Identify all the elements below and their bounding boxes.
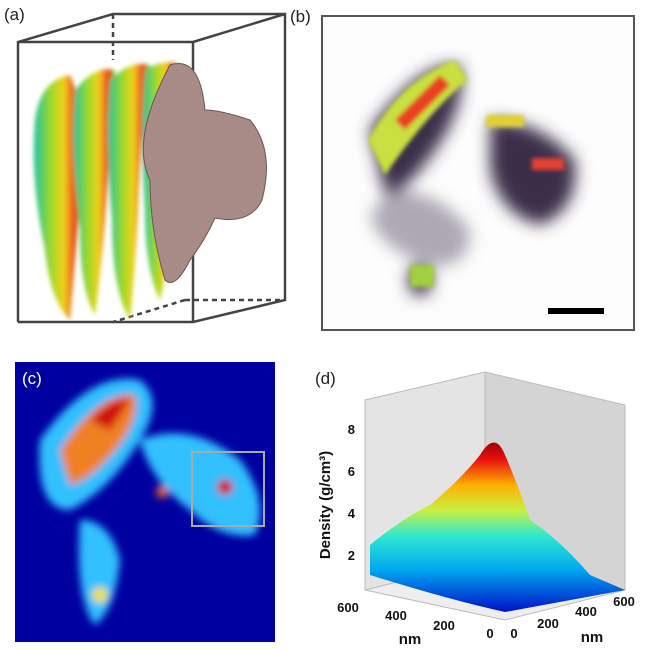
- x-tick-label: 0: [486, 626, 493, 641]
- y-tick-label: 600: [613, 594, 635, 609]
- y-tick-label: 400: [575, 604, 597, 619]
- panel-a: (a): [4, 5, 285, 322]
- x-tick-label: 200: [433, 618, 455, 633]
- panel-label: (d): [315, 369, 336, 388]
- x-tick-label: 600: [337, 600, 359, 615]
- z-tick-label: 8: [348, 422, 355, 437]
- z-tick-label: 2: [348, 548, 355, 563]
- panel-label: (b): [290, 7, 311, 26]
- panel-b: (b): [290, 7, 634, 330]
- x-tick-label: 400: [385, 608, 407, 623]
- y-axis-title: nm: [581, 629, 604, 646]
- z-tick-label: 6: [348, 464, 355, 479]
- y-tick-label: 200: [537, 616, 559, 631]
- z-axis-title: Density (g/cm³): [317, 451, 334, 559]
- y-tick-label: 0: [510, 626, 517, 641]
- z-tick-label: 4: [348, 506, 356, 521]
- figure: (a) (b): [0, 0, 650, 650]
- x-axis-title: nm: [399, 631, 422, 648]
- panel-label: (c): [22, 369, 42, 388]
- panel-c: (c): [15, 362, 275, 642]
- panel-label: (a): [4, 5, 25, 24]
